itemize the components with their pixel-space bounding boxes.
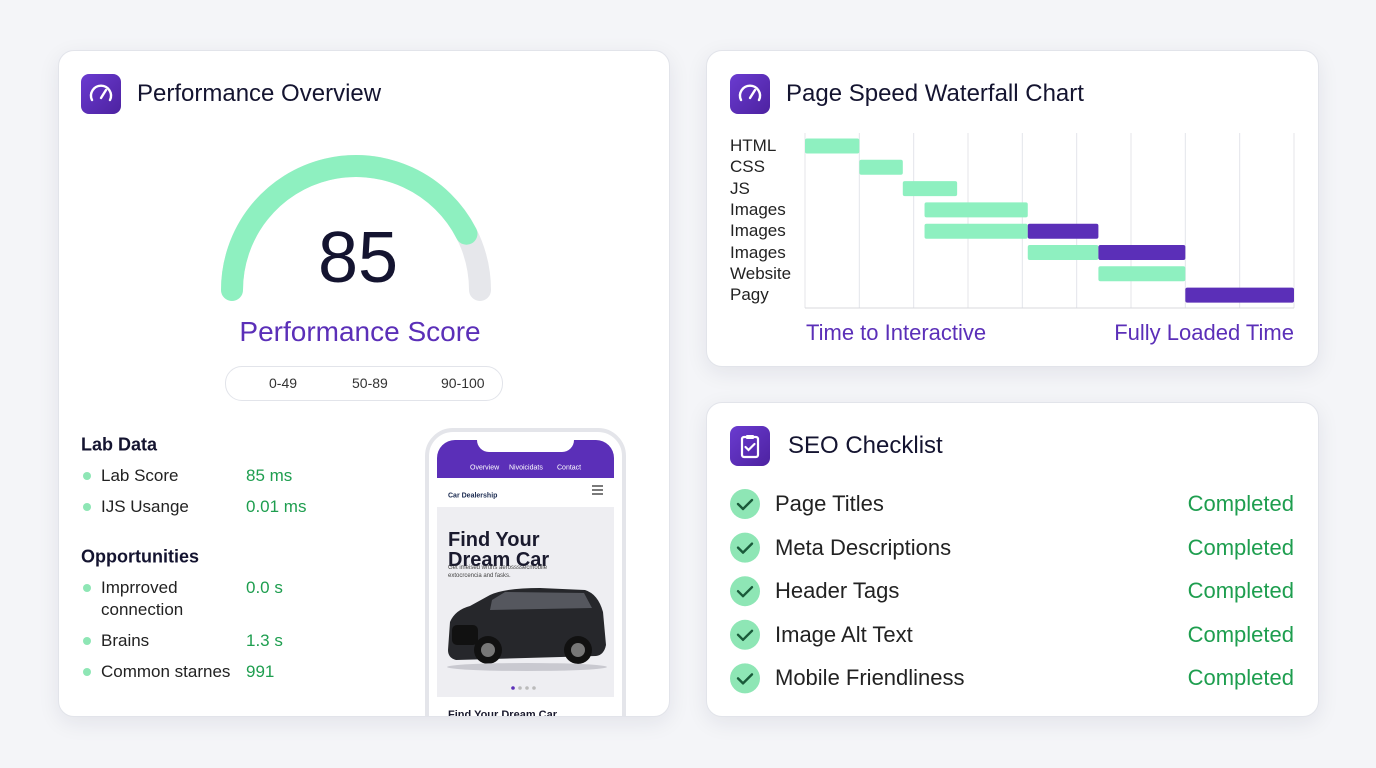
phone-text: Get imeised wrtins aerossssecmobile exto… <box>448 565 548 579</box>
phone-headline: Find Your Dream Car <box>448 529 550 571</box>
item-value: 0.0 s <box>246 578 283 597</box>
item-label: Lab Score <box>101 466 179 485</box>
item-label: IJS Usange <box>101 497 189 516</box>
seo-item: Page Titles <box>775 491 884 516</box>
clipboard-glyph <box>740 435 760 459</box>
seo-status: Completed <box>1187 665 1294 691</box>
seo-card <box>706 402 1319 717</box>
gauge-glyph <box>89 84 113 102</box>
seo-status: Completed <box>1187 491 1294 516</box>
item-label: Common starnes <box>101 662 231 681</box>
phone-nav: Nivoicidats <box>509 464 543 472</box>
legend-label: 90-100 <box>441 375 485 391</box>
phone-mockup: Overview Nivoicidats Contact Car Dealership… <box>425 428 626 716</box>
card-title: Performance Overview <box>137 80 382 107</box>
row-label: Images <box>730 199 786 219</box>
card-title: Page Speed Waterfall Chart <box>786 80 1084 107</box>
seo-status: Completed <box>1187 578 1294 604</box>
legend <box>225 366 503 401</box>
item-label: Brains <box>101 631 150 650</box>
seo-item: Meta Descriptions <box>775 534 952 560</box>
item-value: 85 ms <box>246 466 293 485</box>
waterfall-icon <box>730 74 770 114</box>
row-label: Pagy <box>730 285 769 305</box>
legend-label: 0-49 <box>269 375 298 391</box>
axis-label: Fully Loaded Time <box>1114 320 1294 345</box>
score-label: Performance Score <box>239 316 481 347</box>
legend-label: 50-89 <box>352 375 388 391</box>
phone-nav: Contact <box>557 464 582 472</box>
card-title: SEO Checklist <box>788 432 943 459</box>
gauge-glyph <box>738 84 762 102</box>
row-label: HTML <box>730 136 777 155</box>
phone-brand: Car Dealership <box>448 492 498 500</box>
item-value: 1.3 s <box>246 631 283 650</box>
seo-status: Completed <box>1187 534 1294 560</box>
row-label: CSS <box>730 157 765 177</box>
score-value: 85 <box>317 218 399 298</box>
item-value: 0.01 ms <box>246 497 307 516</box>
seo-item: Image Alt Text <box>775 621 913 647</box>
row-label: Images <box>730 221 786 241</box>
performance-icon <box>81 74 121 114</box>
phone-nav: Overview <box>470 464 500 472</box>
row-label: Website <box>730 263 792 283</box>
phone-notch <box>477 438 574 452</box>
item-value: 991 <box>246 662 275 681</box>
row-label: JS <box>730 178 750 198</box>
seo-status: Completed <box>1187 621 1294 647</box>
phone-footer: Find Your Dream Car <box>448 709 558 716</box>
section-title: Lab Data <box>81 434 158 455</box>
item-label: Imprroved connection <box>101 578 184 619</box>
seo-icon <box>730 426 770 466</box>
section-title: Opportunities <box>81 546 199 567</box>
row-label: Images <box>730 242 786 262</box>
seo-item: Mobile Friendliness <box>775 665 965 691</box>
seo-item: Header Tags <box>775 578 900 604</box>
axis-label: Time to Interactive <box>806 320 987 345</box>
